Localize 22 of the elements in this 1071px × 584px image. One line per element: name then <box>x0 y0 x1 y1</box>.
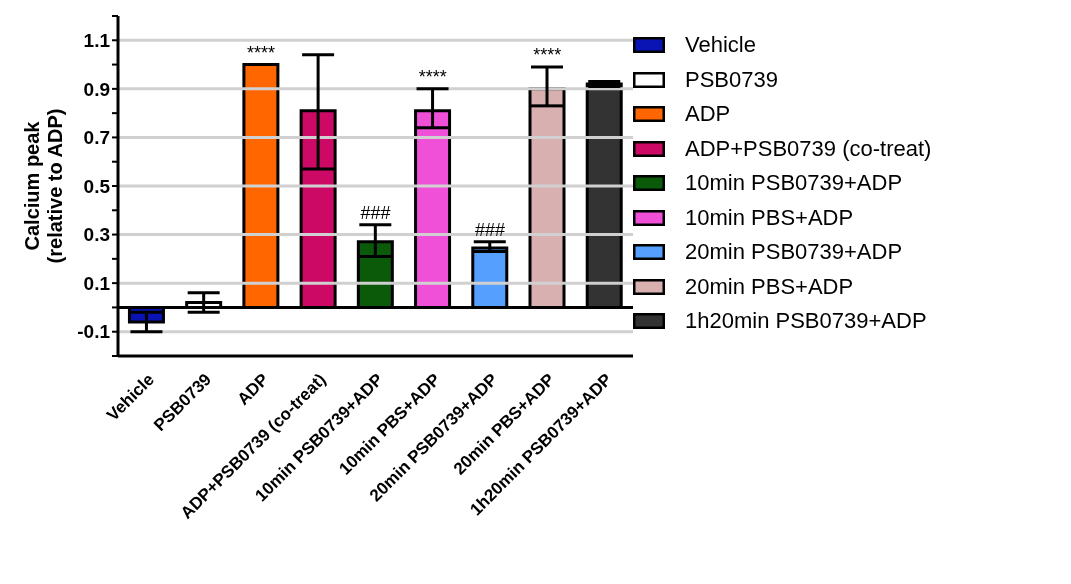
legend-label: 1h20min PSB0739+ADP <box>685 308 927 335</box>
legend-label: 10min PBS+ADP <box>685 204 854 231</box>
y-tick-label: 0.7 <box>83 127 110 149</box>
legend-label: PSB0739 <box>685 66 778 93</box>
annotation: **** <box>418 66 447 87</box>
y-tick-label: -0.1 <box>77 321 111 343</box>
y-tick-label: 0.3 <box>83 224 110 246</box>
annotation: ### <box>474 219 505 240</box>
legend-label: ADP+PSB0739 (co-treat) <box>685 135 932 162</box>
annotation: **** <box>247 42 276 63</box>
legend-label: 20min PSB0739+ADP <box>685 239 903 266</box>
y-tick-label: 0.1 <box>83 272 111 294</box>
annotation: ### <box>360 202 391 223</box>
y-tick-label: 0.9 <box>83 78 110 100</box>
legend-label: 10min PSB0739+ADP <box>685 170 903 197</box>
legend-label: ADP <box>685 101 731 128</box>
y-axis-title: Calcium peak (relative to ADP) <box>21 108 66 264</box>
y-tick-label: 0.5 <box>83 175 111 197</box>
legend-label: 20min PBS+ADP <box>685 273 854 300</box>
legend-label: Vehicle <box>685 32 756 59</box>
y-tick-label: 1.1 <box>83 30 111 52</box>
annotation: **** <box>533 45 562 65</box>
